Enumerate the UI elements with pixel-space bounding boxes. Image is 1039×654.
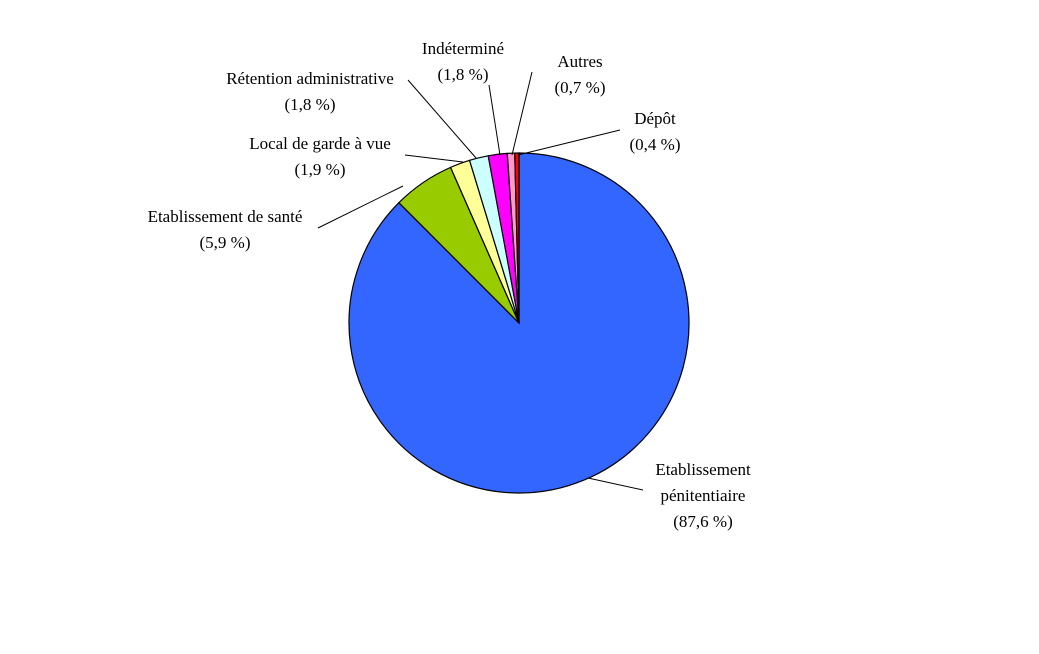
- leader-line: [404, 154, 464, 163]
- slice-value-label: (87,6 %): [673, 512, 732, 531]
- slice-value-label: (5,9 %): [200, 233, 251, 252]
- leader-line: [488, 84, 501, 156]
- slice-label: Rétention administrative: [226, 69, 394, 88]
- pie-slice: [514, 152, 520, 324]
- slice-label: Etablissement: [655, 460, 751, 479]
- leader-line: [511, 71, 533, 156]
- leader-line: [587, 477, 644, 491]
- leader-line: [407, 79, 477, 159]
- slice-value-label: (1,9 %): [295, 160, 346, 179]
- slice-value-label: (0,7 %): [555, 78, 606, 97]
- slice-label: Dépôt: [634, 109, 676, 128]
- slice-value-label: (1,8 %): [438, 65, 489, 84]
- slice-label: Etablissement de santé: [148, 207, 303, 226]
- slice-value-label: (0,4 %): [630, 135, 681, 154]
- slice-value-label: (1,8 %): [285, 95, 336, 114]
- slice-label: Autres: [557, 52, 602, 71]
- leader-line: [517, 129, 621, 156]
- slice-label: pénitentiaire: [661, 486, 746, 505]
- slice-label: Local de garde à vue: [249, 134, 391, 153]
- leader-line: [317, 185, 404, 229]
- slice-label: Indéterminé: [422, 39, 504, 58]
